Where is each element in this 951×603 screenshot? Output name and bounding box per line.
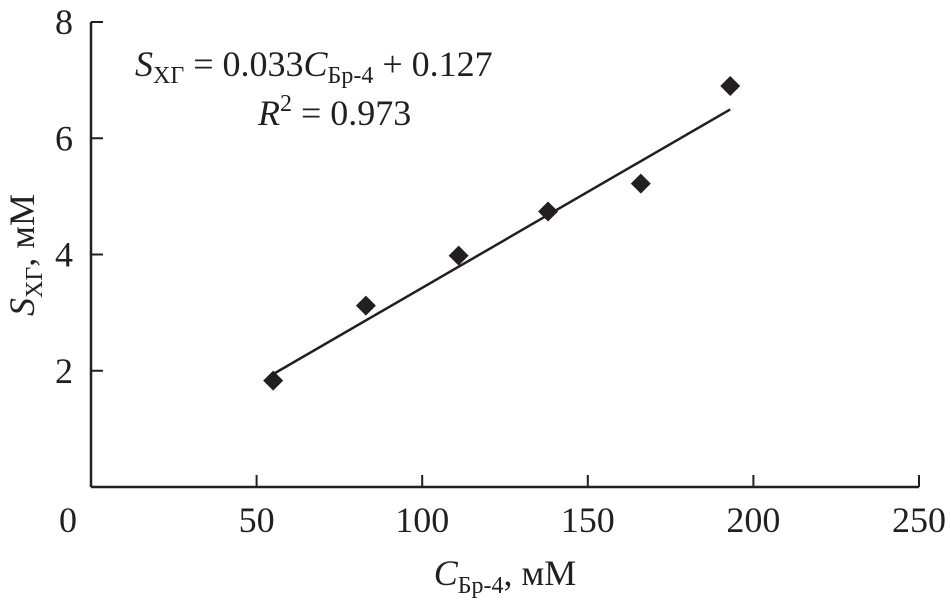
data-point bbox=[355, 295, 376, 316]
y-tick-label: 8 bbox=[55, 2, 73, 42]
y-tick-label: 6 bbox=[55, 118, 73, 158]
y-tick-label: 4 bbox=[55, 235, 73, 275]
data-point bbox=[630, 173, 651, 194]
regression-equation: SХГ = 0.033CБр-4 + 0.127 bbox=[135, 44, 493, 89]
data-point bbox=[448, 245, 469, 266]
y-axis-label: SХГ, мМ bbox=[2, 194, 48, 316]
axes bbox=[89, 22, 919, 489]
data-point bbox=[720, 75, 741, 96]
data-points bbox=[263, 75, 741, 391]
x-tick-label: 100 bbox=[395, 500, 449, 540]
x-tick-label: 200 bbox=[726, 500, 780, 540]
r-squared: R2 = 0.973 bbox=[257, 91, 411, 133]
ticks: 0 50 100 150 200 250 2 4 6 8 bbox=[55, 2, 946, 540]
x-tick-label: 150 bbox=[561, 500, 615, 540]
x-tick-label: 0 bbox=[59, 500, 77, 540]
data-point bbox=[263, 370, 284, 391]
trend-line bbox=[272, 108, 731, 376]
x-tick-label: 250 bbox=[892, 500, 946, 540]
data-point bbox=[538, 201, 559, 222]
x-axis-label: CБр-4, мМ bbox=[434, 553, 577, 599]
y-tick-label: 2 bbox=[55, 351, 73, 391]
x-tick-label: 50 bbox=[239, 500, 275, 540]
